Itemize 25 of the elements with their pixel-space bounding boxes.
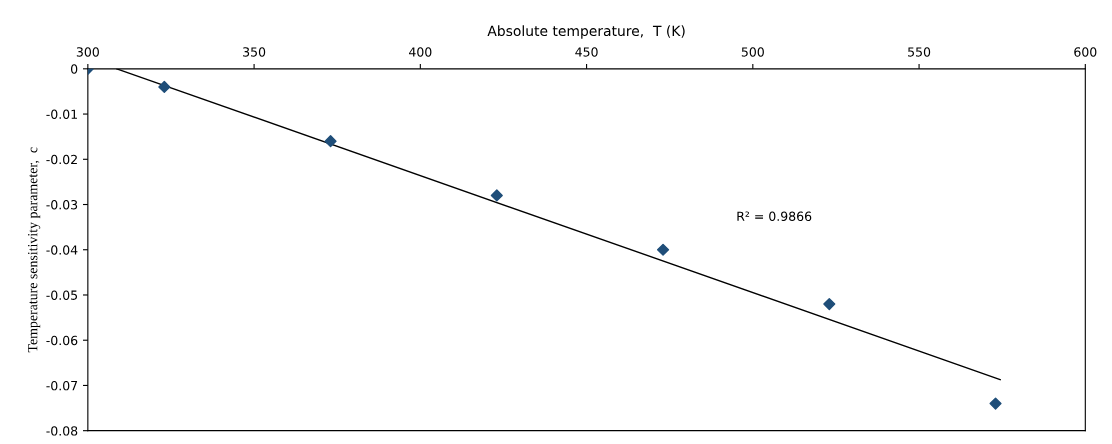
point xyxy=(324,135,337,148)
annotation: R² = 0.9866 xyxy=(737,211,812,221)
point xyxy=(823,297,836,311)
x-tick-label: 450 xyxy=(575,47,598,57)
x-tick-label: 400 xyxy=(409,47,432,57)
point xyxy=(158,80,171,93)
point xyxy=(989,397,1002,410)
y-tick-label: -0.04 xyxy=(46,245,78,255)
y-tick-label: 0 xyxy=(71,64,78,74)
y-tick-label: -0.01 xyxy=(46,109,77,119)
point xyxy=(490,189,503,202)
x-tick-label: 600 xyxy=(1074,47,1097,57)
x-tick-label: 500 xyxy=(741,47,764,57)
x-tick-label: 300 xyxy=(76,47,99,57)
point xyxy=(656,243,670,256)
y-tick-label: -0.07 xyxy=(46,380,78,391)
x-tick-label: 350 xyxy=(243,47,266,57)
y-tick-label: -0.03 xyxy=(46,199,78,210)
x-tick-label: 550 xyxy=(908,47,931,57)
y-tick-label: -0.02 xyxy=(46,154,77,165)
y-axis-title: Temperature sensitivity parameter, c xyxy=(28,147,41,353)
x-axis-title: Absolute temperature, T (K) xyxy=(487,25,685,39)
y-tick-label: -0.05 xyxy=(46,290,78,300)
y-tick-label: -0.08 xyxy=(46,426,78,436)
y-tick-label: -0.06 xyxy=(46,335,78,346)
